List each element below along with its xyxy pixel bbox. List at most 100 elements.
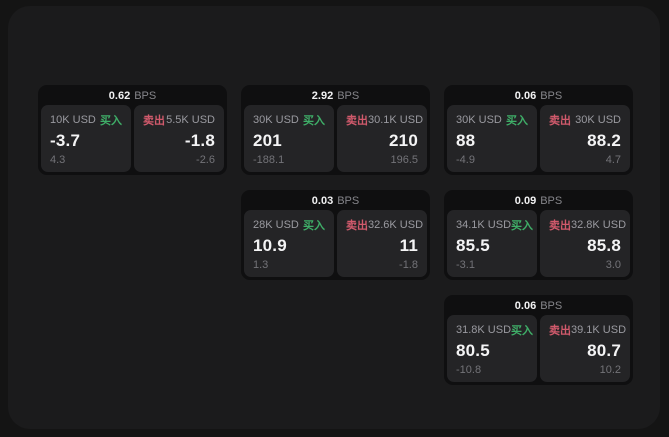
bps-unit-label: BPS (134, 90, 157, 102)
dashboard-panel: 0.62 BPS 10K USD 买入 -3.7 4.3 卖出 5.5K USD… (8, 6, 660, 429)
buy-value: 80.5 (456, 340, 490, 360)
buy-value: 10.9 (253, 235, 287, 255)
bps-unit-label: BPS (337, 195, 360, 207)
sell-tag: 卖出 (346, 115, 368, 127)
quote-cards-grid: 0.62 BPS 10K USD 买入 -3.7 4.3 卖出 5.5K USD… (38, 85, 633, 385)
sell-value: 80.7 (587, 340, 621, 360)
sell-amount: 39.1K USD (571, 324, 627, 336)
bps-value: 2.92 (311, 90, 334, 102)
bps-value: 0.06 (514, 300, 537, 312)
sell-value: -1.8 (184, 130, 215, 150)
buy-tag: 买入 (303, 115, 325, 127)
buy-panel[interactable]: 10K USD 买入 -3.7 4.3 (41, 105, 131, 172)
bps-value: 0.03 (311, 195, 334, 207)
buy-value: 88 (456, 130, 476, 150)
bps-unit-label: BPS (540, 90, 563, 102)
buy-amount: 31.8K USD (456, 324, 512, 336)
card-body: 34.1K USD 买入 85.5 -3.1 卖出 32.8K USD 85.8… (447, 210, 630, 277)
buy-value: 85.5 (456, 235, 490, 255)
card-body: 31.8K USD 买入 80.5 -10.8 卖出 39.1K USD 80.… (447, 315, 630, 382)
buy-tag: 买入 (506, 115, 528, 127)
buy-meta-row: 30K USD 买入 (253, 112, 325, 128)
bps-value: 0.62 (108, 90, 131, 102)
buy-amount: 34.1K USD (456, 219, 512, 231)
bps-unit-label: BPS (540, 300, 563, 312)
buy-panel[interactable]: 30K USD 买入 201 -188.1 (244, 105, 334, 172)
bps-value: 0.06 (514, 90, 537, 102)
sell-meta-row: 卖出 32.8K USD (549, 217, 626, 233)
buy-meta-row: 10K USD 买入 (50, 112, 122, 128)
card-header: 0.06 BPS (447, 88, 630, 105)
sell-value: 210 (389, 130, 418, 150)
bps-unit-label: BPS (337, 90, 360, 102)
card-body: 28K USD 买入 10.9 1.3 卖出 32.6K USD 11 -1.8 (244, 210, 427, 277)
buy-delta: -3.1 (456, 259, 475, 271)
card-header: 0.06 BPS (447, 298, 630, 315)
sell-tag: 卖出 (549, 220, 571, 232)
buy-tag: 买入 (511, 325, 534, 337)
sell-amount: 30K USD (575, 114, 621, 126)
card-header: 0.03 BPS (244, 193, 427, 210)
sell-value: 85.8 (587, 235, 621, 255)
buy-amount: 10K USD (50, 114, 96, 126)
sell-amount: 32.6K USD (368, 219, 424, 231)
sell-amount: 30.1K USD (368, 114, 424, 126)
buy-amount: 28K USD (253, 219, 299, 231)
sell-panel[interactable]: 卖出 32.6K USD 11 -1.8 (337, 210, 427, 277)
sell-delta: 4.7 (605, 154, 621, 166)
sell-delta: 196.5 (390, 154, 418, 166)
buy-meta-row: 34.1K USD 买入 (456, 217, 533, 233)
buy-panel[interactable]: 30K USD 买入 88 -4.9 (447, 105, 537, 172)
quote-card[interactable]: 0.06 BPS 31.8K USD 买入 80.5 -10.8 卖出 39.1… (444, 295, 633, 385)
buy-meta-row: 28K USD 买入 (253, 217, 325, 233)
sell-meta-row: 卖出 32.6K USD (346, 217, 423, 233)
sell-panel[interactable]: 卖出 32.8K USD 85.8 3.0 (540, 210, 630, 277)
sell-value: 88.2 (587, 130, 621, 150)
card-header: 0.62 BPS (41, 88, 224, 105)
buy-delta: -4.9 (456, 154, 475, 166)
buy-delta: 1.3 (253, 259, 269, 271)
card-body: 10K USD 买入 -3.7 4.3 卖出 5.5K USD -1.8 -2.… (41, 105, 224, 172)
sell-meta-row: 卖出 30.1K USD (346, 112, 423, 128)
sell-delta: 3.0 (605, 259, 621, 271)
sell-amount: 5.5K USD (166, 114, 215, 126)
bps-unit-label: BPS (540, 195, 563, 207)
buy-panel[interactable]: 28K USD 买入 10.9 1.3 (244, 210, 334, 277)
card-header: 2.92 BPS (244, 88, 427, 105)
buy-value: 201 (253, 130, 282, 150)
buy-delta: -10.8 (456, 364, 482, 376)
card-body: 30K USD 买入 88 -4.9 卖出 30K USD 88.2 4.7 (447, 105, 630, 172)
sell-tag: 卖出 (346, 220, 368, 232)
sell-delta: -1.8 (399, 259, 418, 271)
buy-tag: 买入 (303, 220, 325, 232)
sell-tag: 卖出 (549, 325, 571, 337)
quote-card[interactable]: 0.03 BPS 28K USD 买入 10.9 1.3 卖出 32.6K US… (241, 190, 430, 280)
sell-panel[interactable]: 卖出 39.1K USD 80.7 10.2 (540, 315, 630, 382)
buy-meta-row: 30K USD 买入 (456, 112, 528, 128)
sell-amount: 32.8K USD (571, 219, 627, 231)
sell-delta: -2.6 (196, 154, 215, 166)
sell-panel[interactable]: 卖出 30K USD 88.2 4.7 (540, 105, 630, 172)
sell-value: 11 (399, 235, 418, 255)
quote-card[interactable]: 2.92 BPS 30K USD 买入 201 -188.1 卖出 30.1K … (241, 85, 430, 175)
quote-card[interactable]: 0.09 BPS 34.1K USD 买入 85.5 -3.1 卖出 32.8K… (444, 190, 633, 280)
sell-meta-row: 卖出 5.5K USD (143, 112, 215, 128)
buy-panel[interactable]: 31.8K USD 买入 80.5 -10.8 (447, 315, 537, 382)
buy-tag: 买入 (511, 220, 534, 232)
buy-delta: -188.1 (253, 154, 285, 166)
sell-panel[interactable]: 卖出 30.1K USD 210 196.5 (337, 105, 427, 172)
card-body: 30K USD 买入 201 -188.1 卖出 30.1K USD 210 1… (244, 105, 427, 172)
buy-delta: 4.3 (50, 154, 66, 166)
bps-value: 0.09 (514, 195, 537, 207)
quote-card[interactable]: 0.62 BPS 10K USD 买入 -3.7 4.3 卖出 5.5K USD… (38, 85, 227, 175)
buy-amount: 30K USD (456, 114, 502, 126)
quote-card[interactable]: 0.06 BPS 30K USD 买入 88 -4.9 卖出 30K USD 8… (444, 85, 633, 175)
buy-value: -3.7 (50, 130, 81, 150)
sell-tag: 卖出 (143, 115, 165, 127)
card-header: 0.09 BPS (447, 193, 630, 210)
buy-panel[interactable]: 34.1K USD 买入 85.5 -3.1 (447, 210, 537, 277)
sell-panel[interactable]: 卖出 5.5K USD -1.8 -2.6 (134, 105, 224, 172)
buy-amount: 30K USD (253, 114, 299, 126)
sell-meta-row: 卖出 39.1K USD (549, 322, 626, 338)
